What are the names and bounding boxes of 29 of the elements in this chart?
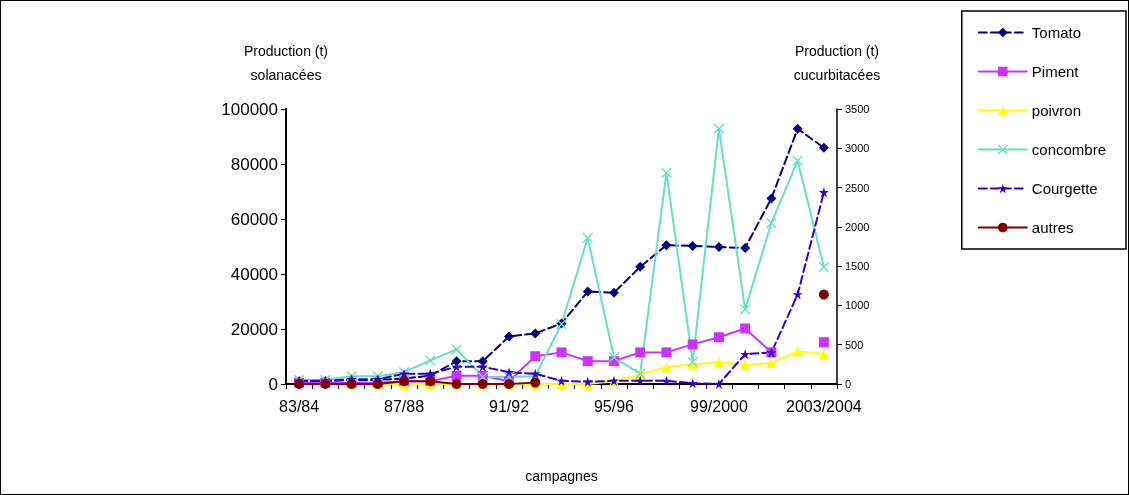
x-axis-title: campagnes: [525, 468, 598, 484]
y2-tick-label: 1000: [845, 299, 870, 312]
legend-label: Tomato: [1031, 24, 1081, 41]
x-tick-label: 99/2000: [690, 397, 748, 415]
y-tick-label: 80000: [230, 154, 278, 174]
y-tick-label: 100000: [221, 99, 278, 119]
x-tick-label: 91/92: [489, 397, 530, 415]
legend-label: concombre: [1031, 141, 1106, 158]
y-tick-label: 20000: [230, 319, 278, 339]
x-tick-label: 2003/2004: [786, 397, 862, 415]
legend-label: poivron: [1031, 102, 1081, 119]
y-tick-label: 0: [268, 374, 278, 394]
legend-label: Courgette: [1031, 180, 1098, 197]
x-tick-label: 83/84: [279, 397, 320, 415]
legend-label: Piment: [1031, 63, 1080, 80]
y2-tick-label: 0: [845, 378, 852, 390]
y-tick-label: 40000: [230, 264, 278, 284]
y2-tick-label: 500: [845, 338, 864, 351]
y2-axis-title: Production (t) cucurbitacées: [793, 43, 881, 83]
x-tick-label: 95/96: [593, 397, 635, 415]
y2-tick-label: 2500: [845, 181, 870, 194]
y2-tick-label: 2000: [845, 220, 870, 233]
x-tick-label: 87/88: [384, 397, 425, 415]
y2-tick-label: 3500: [845, 103, 870, 115]
y-axis-title: Production (t) solanacées: [243, 43, 329, 83]
y2-tick-label: 1500: [845, 260, 870, 273]
legend-label: autres: [1031, 219, 1074, 236]
y2-tick-label: 3000: [845, 142, 870, 155]
y-tick-label: 60000: [230, 209, 278, 229]
